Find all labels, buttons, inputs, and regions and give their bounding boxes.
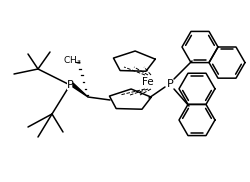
Text: P: P	[166, 79, 173, 89]
Text: P: P	[66, 80, 73, 90]
Text: Fe: Fe	[142, 77, 153, 87]
Text: CH$_3$: CH$_3$	[62, 55, 81, 68]
Polygon shape	[73, 83, 88, 97]
